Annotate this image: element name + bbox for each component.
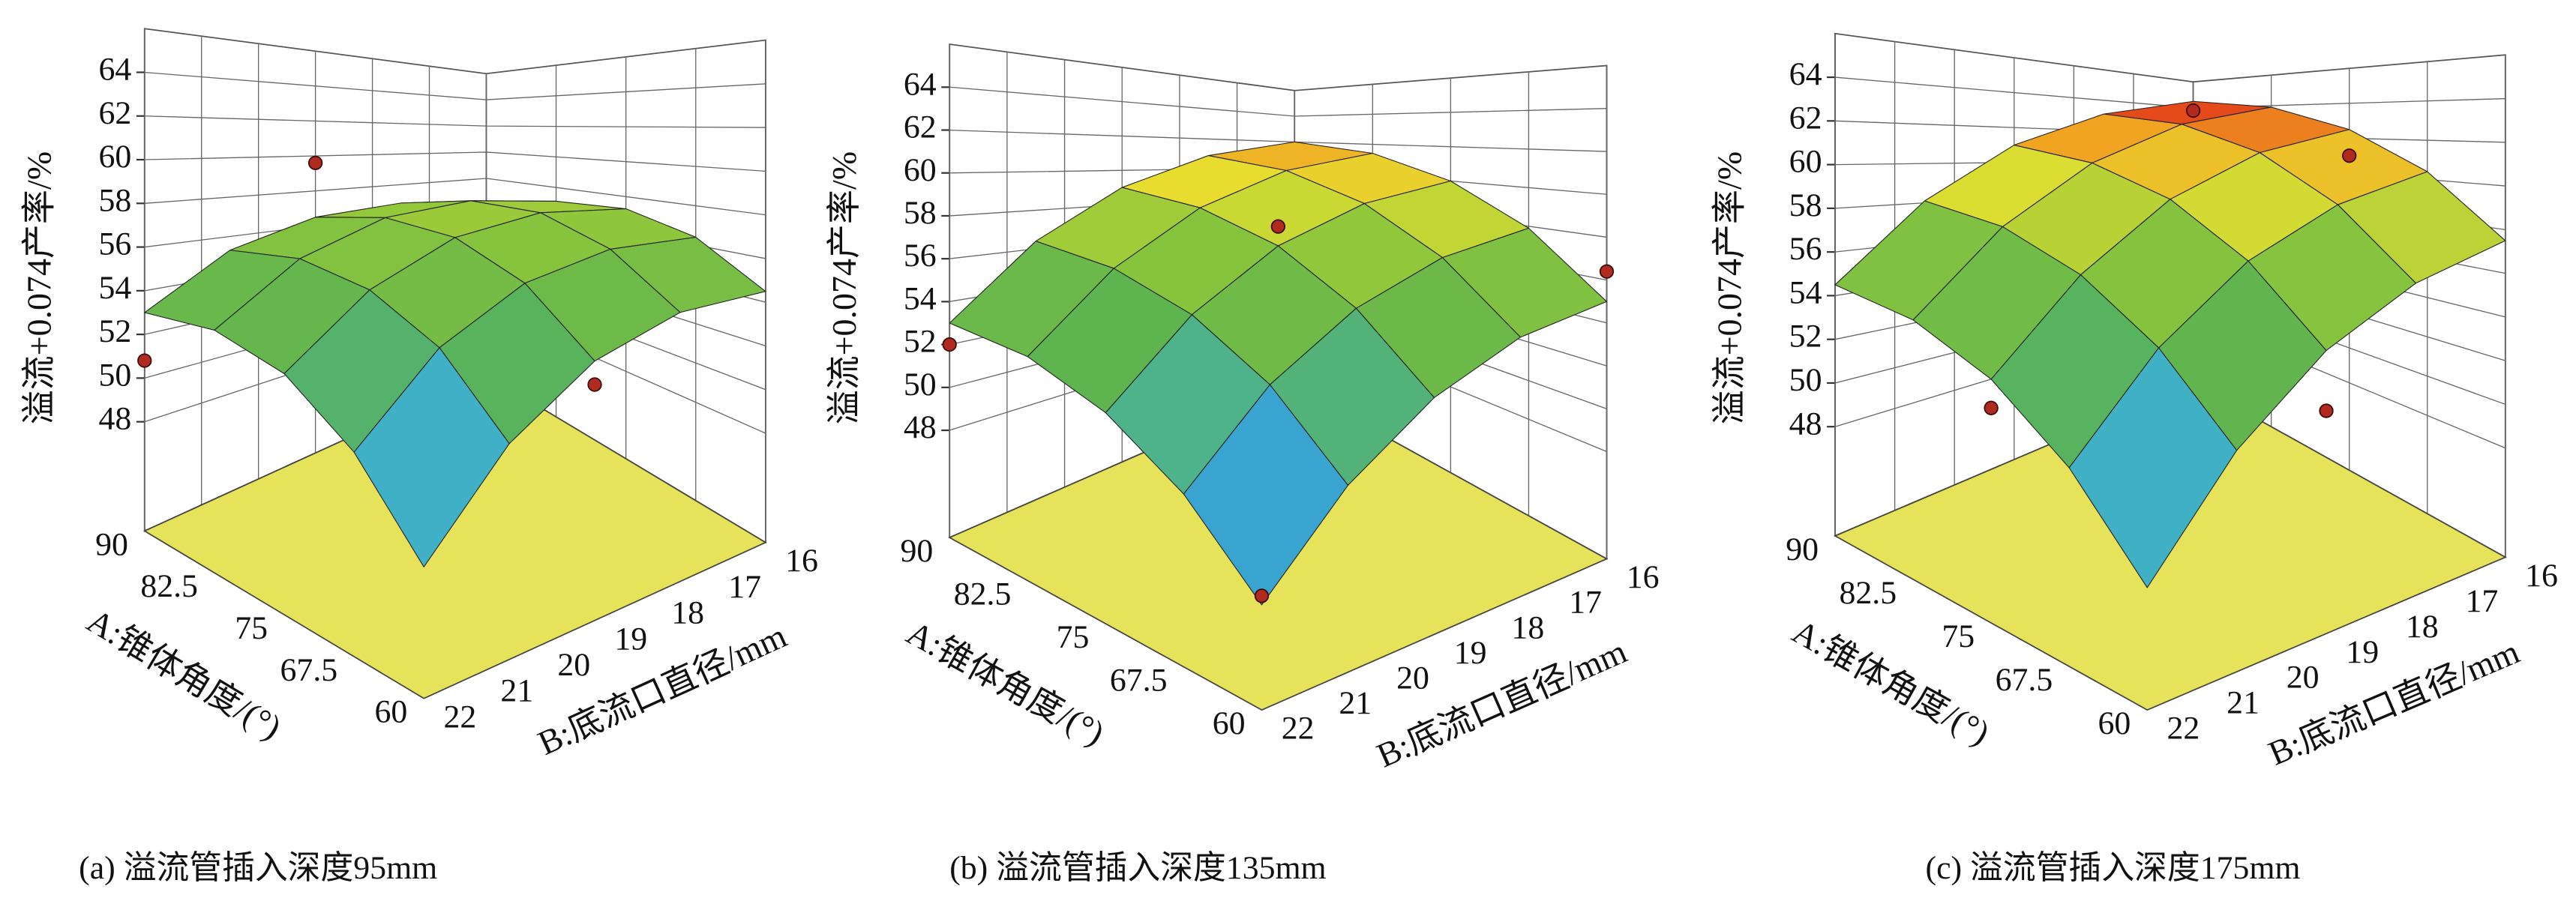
- y-tick-label: 18: [2406, 609, 2439, 645]
- design-point: [1599, 264, 1615, 279]
- z-tick-label: 60: [904, 152, 937, 188]
- y-tick-label: 19: [1454, 635, 1487, 671]
- z-tick-label: 48: [904, 409, 937, 445]
- design-point: [1254, 588, 1270, 603]
- y-tick-label: 21: [500, 673, 533, 709]
- z-tick-label: 62: [904, 109, 937, 145]
- z-tick-label: 58: [1789, 187, 1822, 223]
- z-tick-label: 54: [1789, 274, 1822, 310]
- y-axis-title: B:底流口直径/mm: [532, 616, 793, 762]
- z-tick-label: 64: [1789, 56, 1822, 92]
- design-point: [2185, 103, 2201, 118]
- y-tick-label: 17: [2465, 583, 2498, 619]
- y-tick-label: 21: [1339, 685, 1372, 721]
- y-tick-label: 16: [1627, 559, 1660, 595]
- y-tick-label: 19: [614, 621, 647, 657]
- y-tick-label: 16: [785, 543, 818, 579]
- y-axis-title: B:底流口直径/mm: [2263, 632, 2525, 772]
- z-tick-label: 62: [98, 95, 131, 131]
- design-point: [2342, 148, 2357, 163]
- z-tick-label: 62: [1789, 100, 1822, 136]
- z-tick-label: 54: [98, 270, 131, 306]
- y-axis-title: B:底流口直径/mm: [1371, 632, 1632, 775]
- y-tick-label: 20: [557, 647, 590, 683]
- z-tick-label: 50: [1789, 362, 1822, 398]
- panel: 48 50 52 54 56 58 60 62 64 16 17 18 19 20 21 22 60 67.5 75…: [20, 28, 818, 886]
- y-tick-label: 22: [1282, 711, 1315, 747]
- z-tick-label: 54: [904, 280, 937, 316]
- x-tick-label: 82.5: [140, 568, 198, 604]
- z-tick-label: 64: [904, 66, 937, 102]
- y-tick-label: 22: [443, 699, 476, 735]
- y-tick-label: 18: [1511, 609, 1544, 645]
- z-tick-label: 48: [1789, 406, 1822, 442]
- x-tick-label: 75: [1057, 619, 1090, 655]
- design-point: [307, 155, 323, 170]
- z-axis-title: 溢流+0.074产率/%: [825, 151, 863, 425]
- y-tick-label: 21: [2227, 685, 2260, 721]
- x-tick-label: 67.5: [1110, 663, 1168, 699]
- y-tick-label: 19: [2346, 634, 2379, 670]
- design-point: [137, 353, 152, 368]
- x-tick-label: 60: [1213, 705, 1246, 741]
- x-tick-label: 67.5: [1996, 662, 2053, 698]
- x-tick-label: 90: [95, 526, 128, 562]
- z-tick-label: 48: [98, 401, 131, 437]
- z-axis-title: 溢流+0.074产率/%: [1711, 151, 1749, 425]
- design-point: [1270, 219, 1285, 234]
- design-point: [587, 377, 602, 392]
- z-tick-label: 58: [904, 195, 937, 231]
- y-tick-label: 20: [1396, 660, 1429, 696]
- panel: 48 50 52 54 56 58 60 62 64 16 17 18 19 20 21 22 60 67.5 75…: [1711, 32, 2558, 886]
- caption: (b) 溢流管插入深度135mm: [949, 850, 1326, 886]
- surface-cell: [2068, 347, 2238, 588]
- y-tick-label: 16: [2525, 558, 2558, 594]
- x-tick-label: 60: [2098, 705, 2131, 741]
- z-tick-label: 52: [904, 324, 937, 360]
- y-tick-label: 18: [671, 595, 704, 631]
- z-tick-label: 56: [98, 226, 131, 262]
- z-tick-label: 50: [904, 367, 937, 403]
- x-tick-label: 90: [1786, 531, 1819, 567]
- design-point: [1984, 400, 1999, 415]
- x-tick-label: 67.5: [280, 652, 338, 688]
- z-axis-title: 溢流+0.074产率/%: [20, 151, 58, 425]
- caption: (c) 溢流管插入深度175mm: [1925, 850, 2300, 886]
- z-tick-label: 52: [1789, 319, 1822, 355]
- z-tick-label: 50: [98, 357, 131, 393]
- surface-cell: [353, 347, 510, 567]
- y-tick-label: 17: [728, 569, 761, 605]
- z-tick-label: 56: [904, 238, 937, 274]
- y-tick-label: 20: [2287, 660, 2320, 696]
- z-tick-label: 60: [98, 139, 131, 175]
- surface-cell: [1183, 384, 1349, 606]
- y-tick-label: 22: [2167, 711, 2200, 747]
- design-point: [942, 337, 957, 352]
- x-tick-label: 90: [901, 533, 934, 569]
- caption: (a) 溢流管插入深度95mm: [79, 850, 437, 886]
- x-tick-label: 75: [1942, 618, 1975, 654]
- x-tick-label: 82.5: [954, 576, 1012, 612]
- z-tick-label: 64: [98, 52, 131, 88]
- z-tick-label: 56: [1789, 231, 1822, 267]
- x-tick-label: 60: [374, 694, 407, 730]
- design-point: [2319, 403, 2334, 418]
- z-tick-label: 52: [98, 313, 131, 349]
- x-tick-label: 82.5: [1839, 575, 1897, 611]
- z-tick-label: 60: [1789, 144, 1822, 180]
- y-tick-label: 17: [1569, 585, 1602, 621]
- x-tick-label: 75: [235, 610, 268, 646]
- z-tick-label: 58: [98, 182, 131, 218]
- panel: 48 50 52 54 56 58 60 62 64 16 17 18 19 20 21 22 60 67.5 75…: [825, 43, 1660, 886]
